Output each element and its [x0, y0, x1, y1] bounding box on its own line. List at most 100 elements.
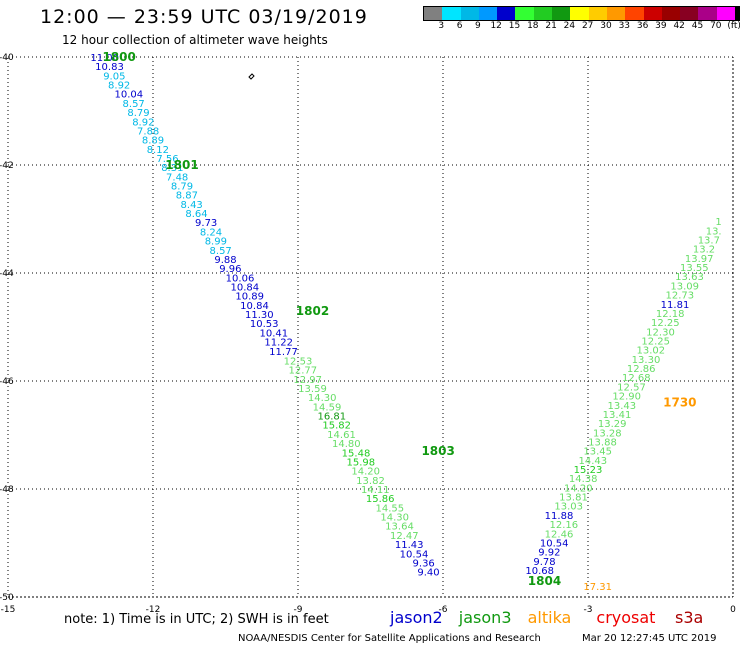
wave-height-label: 13.2 [693, 245, 715, 256]
wave-height-label: 10.84 [231, 283, 260, 294]
wave-height-label: 11.43 [395, 540, 424, 551]
legend-swatch [661, 7, 681, 20]
wave-height-label: 8.99 [205, 237, 227, 248]
satellite-legend-jason2: jason2 [390, 608, 443, 627]
track-time-label: 1730 [663, 396, 696, 410]
wave-height-label: 12.46 [545, 529, 574, 540]
wave-height-label: 12.97 [293, 375, 322, 386]
legend-swatch [716, 7, 736, 20]
wave-height-label: 10.83 [95, 62, 124, 73]
wave-height-label: 9.92 [538, 548, 560, 559]
legend-label: 6 [456, 21, 463, 31]
legend-swatch [460, 7, 479, 20]
legend-label: 24 [563, 21, 576, 31]
latitude-tick-label: -42 [0, 161, 14, 171]
map-title: 12:00 — 23:59 UTC 03/19/2019 [40, 6, 368, 28]
map-subtitle: 12 hour collection of altimeter wave hei… [62, 33, 328, 47]
wave-height-label: 13.30 [632, 355, 661, 366]
wave-height-label: 10.04 [115, 90, 144, 101]
wave-height-label: 10.53 [250, 319, 279, 330]
wave-height-label: 13.82 [356, 476, 385, 487]
legend-swatch [625, 7, 644, 20]
wave-height-label: 8.87 [176, 191, 198, 202]
latitude-tick-label: -44 [0, 269, 14, 279]
legend-label: 12 [490, 21, 502, 31]
wave-height-label: 11.77 [269, 347, 298, 358]
units-note: note: 1) Time is in UTC; 2) SWH is in fe… [64, 612, 329, 627]
wave-height-label: 8.92 [108, 81, 130, 92]
legend-swatch [424, 7, 443, 20]
wave-height-label: 8.57 [210, 246, 232, 257]
legend-swatch [570, 7, 589, 20]
color-scale-labels: 3 6 9 12 15 18 21 24 27 30 33 36 39 42 45 70 (ft) [423, 21, 740, 35]
wave-height-label: 12.47 [390, 531, 419, 542]
wave-height-label: 14.38 [569, 474, 598, 485]
legend-label: 3 [438, 21, 445, 31]
wave-height-label: 11.00 [90, 53, 119, 64]
latitude-tick-label: -46 [0, 377, 14, 387]
wave-height-label: 9.73 [195, 218, 217, 229]
legend-label: 18 [527, 21, 539, 31]
wave-height-label: 13.29 [598, 419, 627, 430]
wave-height-label: 10.84 [240, 301, 269, 312]
wave-height-label: 8.57 [123, 99, 145, 110]
latitude-tick-label: -48 [0, 485, 14, 495]
legend-label: 70 [710, 21, 722, 31]
legend-swatch [442, 7, 461, 20]
legend-swatch [533, 7, 553, 20]
wave-height-label: 9.40 [417, 568, 439, 579]
wave-height-label: 14.55 [376, 503, 405, 514]
wave-height-label: 13.88 [588, 437, 617, 448]
wave-height-label: 9.36 [413, 558, 435, 569]
wave-height-label: 12.73 [666, 291, 695, 302]
longitude-tick-label: -6 [439, 605, 448, 615]
wave-height-label: 12.18 [656, 309, 685, 320]
plot-frame [7, 56, 734, 598]
wave-height-label: 10.68 [525, 566, 554, 577]
wave-height-label: 15.98 [347, 457, 376, 468]
wave-height-label: 12.25 [651, 318, 680, 329]
wave-height-label: 11.81 [661, 300, 690, 311]
wave-height-label: 15.48 [342, 448, 371, 459]
color-scale-legend [423, 6, 740, 21]
wave-height-label: 11.88 [545, 511, 574, 522]
satellite-legend-jason3: jason3 [458, 608, 512, 627]
legend-swatch [515, 7, 534, 20]
legend-label: 27 [581, 21, 594, 31]
legend-swatch [478, 7, 498, 20]
wave-height-label: 15.23 [574, 465, 603, 476]
legend-label: 15 [508, 21, 521, 31]
wave-height-label: 10.89 [235, 292, 264, 303]
wave-height-label: 14.20 [351, 467, 380, 478]
legend-label: 21 [545, 21, 557, 31]
wave-height-label: 10.06 [226, 273, 255, 284]
wave-height-label: 12.68 [622, 373, 651, 384]
wave-height-label: 13.41 [603, 410, 632, 421]
wave-height-label: 14.59 [313, 402, 342, 413]
legend-swatch [552, 7, 571, 20]
wave-height-label: 1 [715, 217, 721, 228]
wave-height-label: 14.30 [308, 393, 337, 404]
wave-height-label: 11.22 [264, 338, 293, 349]
legend-label: 42 [673, 21, 685, 31]
wave-height-label: 12.25 [641, 337, 670, 348]
wave-height-label: 8.24 [200, 227, 222, 238]
wave-height-label: 8.31 [161, 163, 183, 174]
wave-height-label: 12.86 [627, 364, 656, 375]
wave-height-label: 13.03 [554, 502, 583, 513]
wave-height-label: 12.30 [646, 327, 675, 338]
wave-height-label: 9.05 [103, 71, 125, 82]
legend-label: (ft) [727, 21, 740, 31]
wave-height-label: 13.02 [637, 346, 666, 357]
longitude-tick-label: -15 [1, 605, 16, 615]
legend-label: 39 [655, 21, 667, 31]
wave-height-label: 14.30 [380, 513, 409, 524]
wave-height-label: 14.11 [361, 485, 390, 496]
track-time-label: 1800 [102, 50, 135, 64]
wave-height-label: 16.81 [318, 412, 347, 423]
legend-label: 9 [475, 21, 481, 31]
latitude-tick-label: -40 [0, 53, 14, 63]
legend-swatch [497, 7, 516, 20]
wave-height-label: 10.54 [400, 549, 429, 560]
